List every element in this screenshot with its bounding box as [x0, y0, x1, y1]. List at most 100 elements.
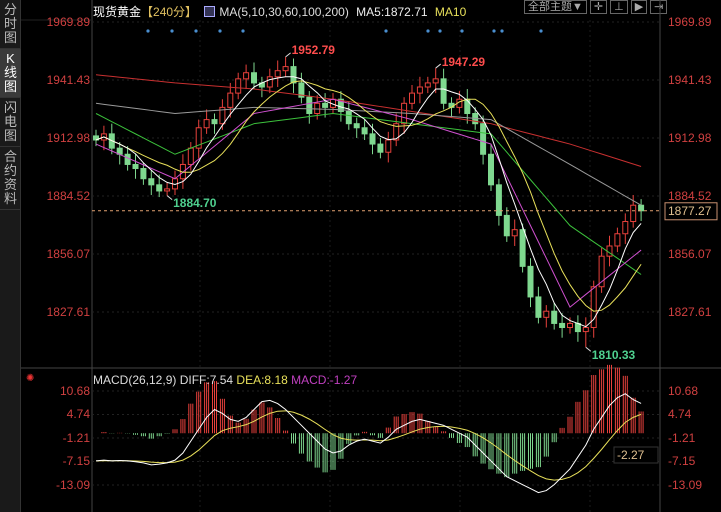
- last-price-label: 1877.27: [668, 204, 712, 219]
- candle-body: [274, 70, 281, 78]
- candle-body: [345, 110, 352, 125]
- candle-body: [567, 322, 573, 329]
- y-tick-left: 1884.52: [46, 188, 90, 203]
- candle-body: [266, 76, 273, 88]
- dea-line: [95, 410, 642, 481]
- macd-tick-right: -7.15: [668, 454, 696, 468]
- candle-body: [124, 153, 131, 165]
- ma10-value: MA10: [434, 5, 467, 19]
- candle-body: [464, 98, 471, 114]
- macd-current-label: -2.27: [617, 447, 645, 462]
- diff-line: [95, 393, 642, 494]
- candle-body: [219, 106, 226, 125]
- ma30-line: [95, 98, 642, 308]
- chart-header: 现货黄金【240分】 MA(5,10,30,60,100,200) MA5:18…: [93, 3, 470, 20]
- candle-body: [559, 322, 566, 329]
- candle-body: [369, 133, 376, 145]
- macd-settings-icon[interactable]: ✺: [26, 373, 35, 384]
- macd-tick-right: 4.74: [668, 407, 692, 421]
- candle-body: [203, 119, 210, 129]
- y-tick-left: 1969.89: [46, 14, 90, 29]
- ma-label: MA(5,10,30,60,100,200): [219, 5, 349, 19]
- candle-body: [337, 98, 344, 112]
- candle-body: [211, 119, 218, 125]
- dea-value: DEA:8.18: [236, 373, 288, 387]
- candle-body: [432, 78, 439, 84]
- period-label[interactable]: 【240分】: [141, 5, 198, 19]
- candle-body: [590, 286, 597, 329]
- candle-body: [638, 204, 645, 212]
- play-icon[interactable]: ▶: [630, 0, 648, 14]
- y-tick-left: 1912.98: [46, 130, 90, 145]
- macd-value: MACD:-1.27: [291, 373, 358, 387]
- macd-tick-right: -13.09: [668, 477, 703, 492]
- theme-select[interactable]: 全部主题▼: [524, 0, 587, 14]
- toolbar: 全部主题▼ ✛ ⊥ ▶ ⇥: [524, 0, 668, 14]
- ma200-line: [95, 74, 642, 167]
- tab-flash[interactable]: 闪电图: [0, 98, 21, 147]
- ma-chart-icon[interactable]: [204, 6, 216, 17]
- ma10-line: [95, 80, 642, 312]
- candle-body: [164, 188, 171, 192]
- tab-kline[interactable]: K线图: [0, 49, 21, 98]
- candle-body: [132, 163, 139, 170]
- ma5-line: [95, 76, 642, 328]
- candle-body: [622, 221, 629, 235]
- event-marker-dot: [492, 29, 496, 33]
- event-marker-dot: [218, 29, 222, 33]
- price-annotation: 1810.33: [591, 347, 636, 362]
- candle-body: [322, 102, 329, 108]
- candle-body: [235, 78, 242, 94]
- annotation-pointer: [285, 52, 291, 58]
- price-annotation: 1952.79: [291, 43, 335, 58]
- exit-icon[interactable]: ⇥: [650, 0, 668, 14]
- candle-body: [306, 96, 313, 114]
- candle-body: [440, 78, 447, 104]
- y-tick-right: 1941.43: [668, 72, 712, 87]
- candle-body: [195, 127, 202, 149]
- event-marker-dot: [384, 29, 388, 33]
- y-tick-left: 1827.61: [46, 304, 90, 319]
- candle-body: [314, 102, 321, 114]
- candle-body: [282, 66, 289, 72]
- tab-contract-info[interactable]: 合约资料: [0, 147, 21, 210]
- candle-body: [187, 147, 194, 165]
- y-tick-right: 1856.07: [668, 246, 712, 261]
- candle-body: [480, 123, 487, 155]
- event-marker-dot: [460, 29, 464, 33]
- candle-body: [393, 123, 400, 141]
- price-annotation: 1947.29: [441, 54, 486, 69]
- candle-body: [416, 86, 423, 94]
- candle-body: [527, 265, 534, 298]
- macd-header: MACD(26,12,9) DIFF:7.54 DEA:8.18 MACD:-1…: [93, 374, 357, 387]
- candle-body: [377, 143, 384, 153]
- event-marker-dot: [170, 29, 174, 33]
- macd-current-box: [613, 446, 659, 464]
- event-marker-dot: [241, 29, 245, 33]
- candle-body: [511, 229, 518, 237]
- diff-value: DIFF:7.54: [179, 373, 234, 387]
- candle-body: [424, 82, 431, 88]
- candle-body: [385, 139, 392, 153]
- candle-body: [243, 72, 250, 80]
- macd-tick-right: 10.68: [668, 383, 699, 398]
- crosshair-icon[interactable]: ✛: [589, 0, 608, 14]
- candle-body: [519, 229, 526, 267]
- y-tick-right: 1884.52: [668, 188, 712, 203]
- event-marker-dot: [438, 29, 442, 33]
- y-tick-right: 1827.61: [668, 304, 712, 319]
- candle-body: [361, 127, 368, 135]
- sidebar: 分时图 K线图 闪电图 合约资料: [0, 0, 21, 512]
- symbol-name: 现货黄金: [93, 5, 142, 19]
- event-marker-dot: [500, 29, 504, 33]
- candle-body: [582, 327, 589, 333]
- candle-body: [409, 92, 415, 104]
- y-tick-right: 1912.98: [668, 130, 712, 145]
- y-tick-left: 1856.07: [46, 246, 90, 261]
- price-annotation: 1884.70: [173, 196, 217, 211]
- event-marker-dot: [146, 29, 150, 33]
- macd-tick-left: 4.74: [66, 407, 90, 421]
- zoom-in-icon[interactable]: ⊥: [610, 0, 628, 14]
- tab-timeshare[interactable]: 分时图: [0, 0, 21, 49]
